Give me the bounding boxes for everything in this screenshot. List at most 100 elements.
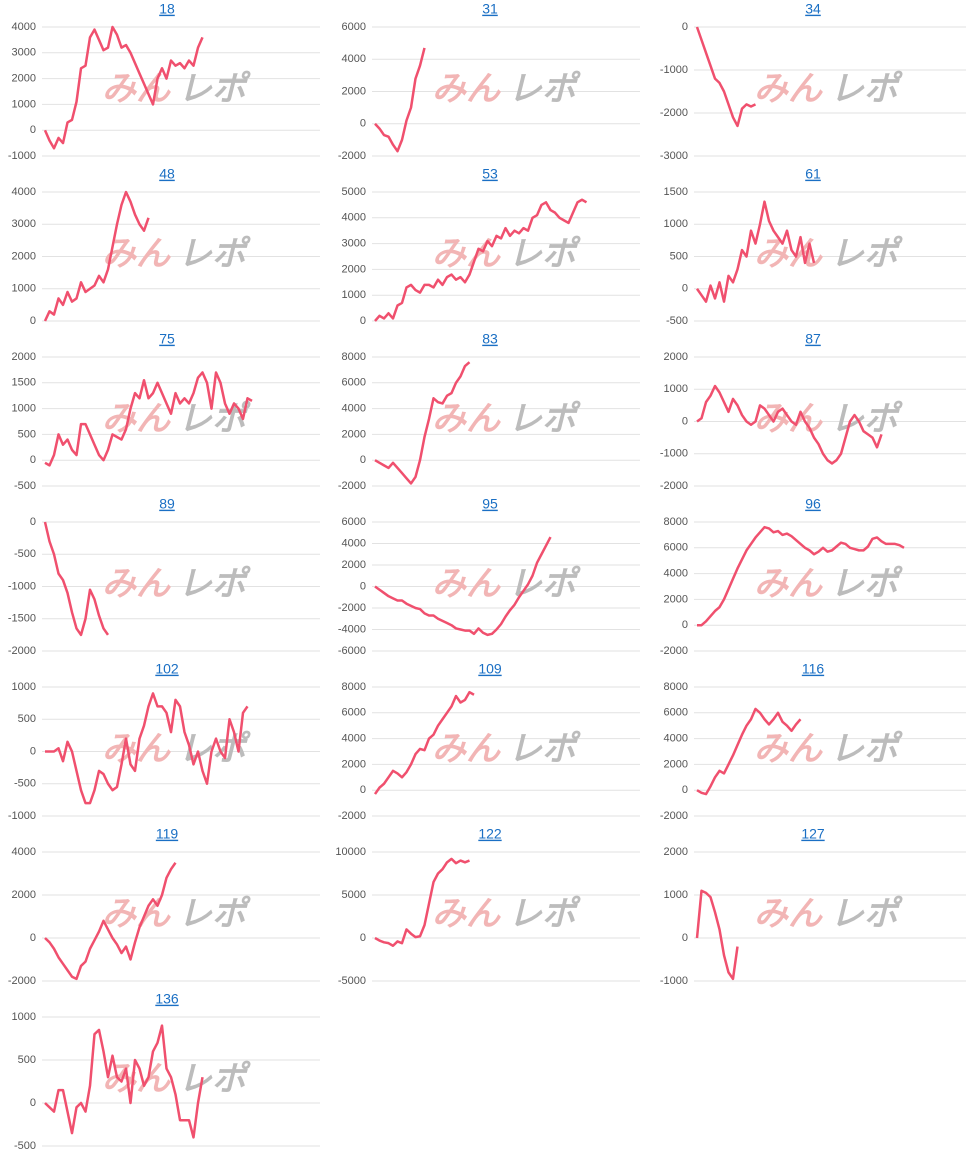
chart-title[interactable]: 48 <box>159 166 175 182</box>
y-tick-label: -1000 <box>8 810 36 822</box>
y-tick-label: 1000 <box>12 681 36 693</box>
y-tick-label: 500 <box>18 1054 36 1066</box>
y-tick-label: 8000 <box>342 351 366 363</box>
watermark: みん レポ <box>102 1059 251 1099</box>
chart-panel: 96 -2000 0 2000 4000 6000 8000 みん レポ <box>660 496 966 657</box>
y-tick-label: -1000 <box>660 448 688 460</box>
chart-title[interactable]: 34 <box>805 1 821 17</box>
watermark: みん レポ <box>754 69 903 109</box>
y-tick-label: 2000 <box>342 428 366 440</box>
line-series <box>696 384 883 465</box>
y-tick-label: -2000 <box>660 480 688 492</box>
y-tick-label: -500 <box>14 1140 36 1151</box>
y-tick-label: 5000 <box>342 889 366 901</box>
line-series <box>43 25 204 150</box>
chart-panel: 122 -5000 0 5000 10000 みん レポ <box>335 826 640 987</box>
y-tick-label: -1000 <box>660 975 688 987</box>
chart-title[interactable]: 61 <box>805 166 821 182</box>
y-tick-label: 5000 <box>342 186 366 198</box>
watermark-right: レポ <box>178 399 251 439</box>
y-tick-label: 4000 <box>664 733 688 745</box>
chart-title[interactable]: 18 <box>159 1 175 17</box>
y-tick-label: 2000 <box>12 351 36 363</box>
y-tick-label: 500 <box>18 428 36 440</box>
watermark-left: みん <box>432 894 501 934</box>
watermark: みん レポ <box>102 564 251 604</box>
line-series <box>44 1024 204 1139</box>
y-tick-label: 6000 <box>342 377 366 389</box>
chart-title[interactable]: 87 <box>805 331 821 347</box>
y-tick-label: 0 <box>360 784 366 796</box>
line-series <box>697 525 905 627</box>
watermark-left: みん <box>432 729 501 769</box>
watermark: みん レポ <box>102 399 251 439</box>
y-tick-label: 4000 <box>342 537 366 549</box>
chart-title[interactable]: 31 <box>482 1 498 17</box>
y-tick-label: 0 <box>360 580 366 592</box>
y-tick-label: 1500 <box>664 186 688 198</box>
chart-title[interactable]: 122 <box>478 826 502 842</box>
watermark: みん レポ <box>432 234 581 274</box>
chart-title[interactable]: 95 <box>482 496 498 512</box>
y-tick-label: 3000 <box>12 218 36 230</box>
chart-title[interactable]: 96 <box>805 496 821 512</box>
watermark-left: みん <box>102 564 171 604</box>
watermark-right: レポ <box>830 564 903 604</box>
y-tick-label: -2000 <box>8 975 36 987</box>
y-tick-label: 4000 <box>12 186 36 198</box>
chart-title[interactable]: 119 <box>156 826 179 842</box>
chart-title[interactable]: 109 <box>478 661 502 677</box>
y-tick-label: 1000 <box>664 383 688 395</box>
chart-panel: 75 -500 0 500 1000 1500 2000 みん レポ <box>12 331 320 492</box>
y-tick-label: 0 <box>30 124 36 136</box>
line-series <box>45 692 249 805</box>
chart-panel: 136 -500 0 500 1000 みん レポ <box>12 991 320 1151</box>
chart-title[interactable]: 102 <box>155 661 179 677</box>
chart-panel: 119 -2000 0 2000 4000 みん レポ <box>8 826 320 987</box>
y-tick-label: 2000 <box>342 85 366 97</box>
y-tick-label: 10000 <box>335 846 366 858</box>
chart-title[interactable]: 83 <box>482 331 498 347</box>
chart-title[interactable]: 127 <box>801 826 825 842</box>
line-series <box>695 200 816 303</box>
watermark: みん レポ <box>102 234 251 274</box>
y-tick-label: 1000 <box>12 283 36 295</box>
chart-panel: 83 -2000 0 2000 4000 6000 8000 みん レポ <box>338 331 640 492</box>
y-tick-label: -1000 <box>660 64 688 76</box>
chart-title[interactable]: 116 <box>802 661 825 677</box>
watermark: みん レポ <box>754 399 903 439</box>
y-tick-label: -2000 <box>338 810 366 822</box>
y-tick-label: 0 <box>360 315 366 327</box>
y-tick-label: 2000 <box>664 758 688 770</box>
watermark-right: レポ <box>830 234 903 274</box>
watermark-right: レポ <box>178 564 251 604</box>
chart-panel: 31 -2000 0 2000 4000 6000 みん レポ <box>338 1 640 162</box>
y-tick-label: -500 <box>14 548 36 560</box>
watermark: みん レポ <box>754 234 903 274</box>
chart-panel: 34 -3000 -2000 -1000 0 みん レポ <box>660 1 966 162</box>
y-tick-label: 2000 <box>664 846 688 858</box>
y-tick-label: -1000 <box>8 580 36 592</box>
y-tick-label: -5000 <box>338 975 366 987</box>
y-tick-label: -2000 <box>338 150 366 162</box>
chart-panel: 87 -2000 -1000 0 1000 2000 みん レポ <box>660 331 966 492</box>
y-tick-label: -1500 <box>8 613 36 625</box>
chart-title[interactable]: 136 <box>155 991 179 1007</box>
chart-title[interactable]: 89 <box>159 496 175 512</box>
y-tick-label: -2000 <box>338 602 366 614</box>
watermark-left: みん <box>754 894 823 934</box>
chart-title[interactable]: 75 <box>159 331 175 347</box>
y-tick-label: 8000 <box>342 681 366 693</box>
y-tick-label: 3000 <box>342 238 366 250</box>
y-tick-label: -2000 <box>660 107 688 119</box>
y-tick-label: 2000 <box>664 351 688 363</box>
y-tick-label: 0 <box>30 1097 36 1109</box>
y-tick-label: 6000 <box>664 542 688 554</box>
watermark-right: レポ <box>178 1059 251 1099</box>
chart-panel: 127 -1000 0 1000 2000 みん レポ <box>660 826 966 987</box>
y-tick-label: 0 <box>30 932 36 944</box>
y-tick-label: 0 <box>360 454 366 466</box>
chart-title[interactable]: 53 <box>482 166 498 182</box>
